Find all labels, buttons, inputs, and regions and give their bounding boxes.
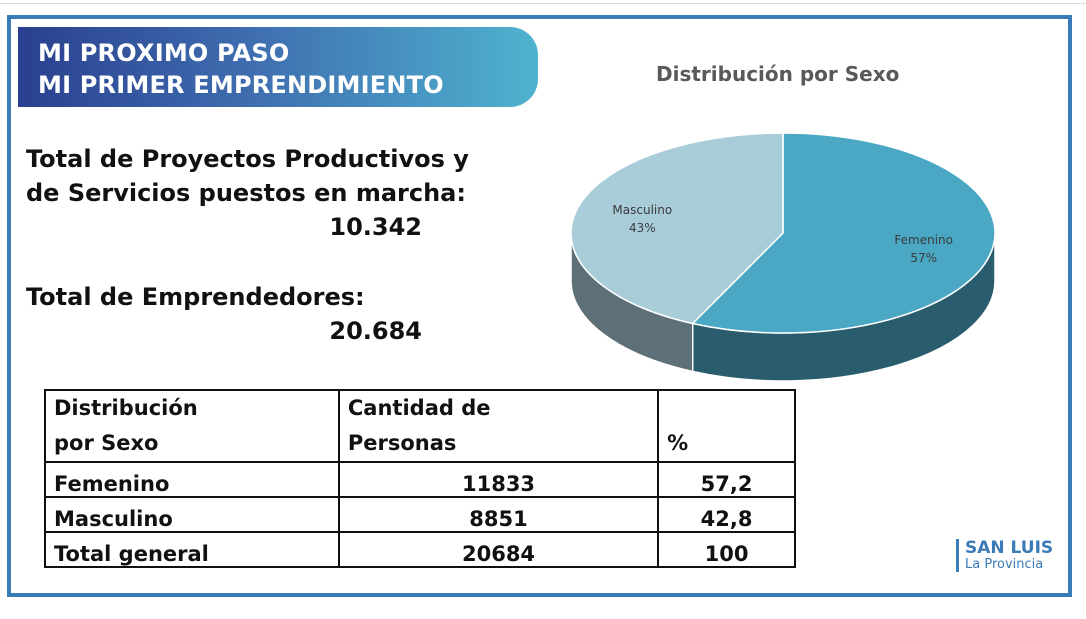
top-divider xyxy=(0,3,1086,4)
distribution-table: Distribución por Sexo Cantidad de Person… xyxy=(44,389,796,568)
cell-count: 11833 xyxy=(337,461,660,498)
cell-percent: 100 xyxy=(657,531,796,568)
pie-label-percent: 57% xyxy=(910,251,937,265)
chart-title: Distribución por Sexo xyxy=(656,62,900,86)
title-banner: MI PROXIMO PASO MI PRIMER EMPRENDIMIENTO xyxy=(18,27,538,107)
banner-title-line2: MI PRIMER EMPRENDIMIENTO xyxy=(38,71,444,99)
pie-slice-femenino xyxy=(691,132,996,334)
cell-percent: 57,2 xyxy=(657,461,796,498)
cell-sex: Masculino xyxy=(44,496,340,533)
header-cell-sex: Distribución por Sexo xyxy=(44,389,340,463)
entrepreneurs-label: Total de Emprendedores: xyxy=(26,283,365,311)
banner-title-line1: MI PROXIMO PASO xyxy=(38,39,290,67)
cell-sex: Total general xyxy=(44,531,340,568)
header-cell-percent: % xyxy=(657,389,796,463)
pie-label-category: Femenino xyxy=(894,233,953,247)
pie-slice-masculino xyxy=(570,132,784,325)
projects-value: 10.342 xyxy=(329,213,422,241)
table-row: Masculino 8851 42,8 xyxy=(44,496,796,533)
cell-sex: Femenino xyxy=(44,461,340,498)
table-row: Total general 20684 100 xyxy=(44,531,796,568)
cell-count: 20684 xyxy=(337,531,660,568)
table-header-row: Distribución por Sexo Cantidad de Person… xyxy=(44,389,796,463)
projects-label-line2: de Servicios puestos en marcha: xyxy=(26,179,466,207)
pie-label-percent: 43% xyxy=(629,221,656,235)
entrepreneurs-value: 20.684 xyxy=(329,317,422,345)
san-luis-logo: SAN LUIS La Provincia xyxy=(956,539,1053,572)
pie-labels: Femenino 57% Masculino 43% xyxy=(612,203,953,265)
cell-count: 8851 xyxy=(337,496,660,533)
logo-sub-text: La Provincia xyxy=(965,557,1044,572)
pie-label-category: Masculino xyxy=(612,203,672,217)
logo-main-text: SAN LUIS xyxy=(965,538,1054,558)
projects-label-line1: Total de Proyectos Productivos y xyxy=(26,145,469,173)
pie-chart: Femenino 57% Masculino 43% xyxy=(570,132,996,382)
table-row: Femenino 11833 57,2 xyxy=(44,461,796,498)
cell-percent: 42,8 xyxy=(657,496,796,533)
pie-slices xyxy=(570,132,996,334)
header-cell-count: Cantidad de Personas xyxy=(337,389,660,463)
